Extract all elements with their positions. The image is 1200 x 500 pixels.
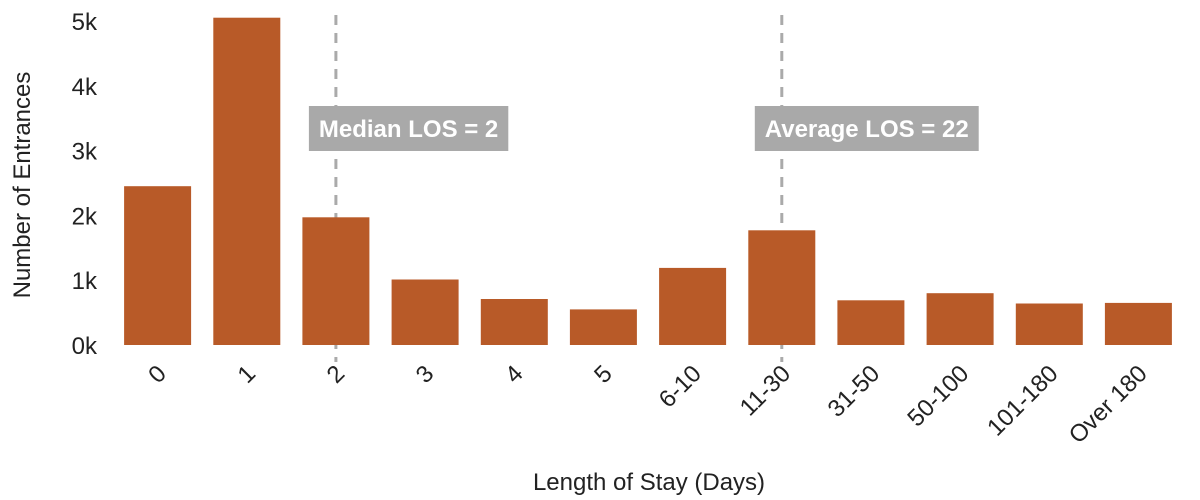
x-tick-label: 1 — [233, 360, 262, 389]
y-tick-label: 3k — [72, 139, 98, 166]
annotation-box — [308, 106, 509, 151]
bars — [124, 17, 1172, 345]
y-axis-ticks: 0k 1k 2k 3k 4k 5k — [72, 9, 98, 360]
bar-5 — [569, 309, 637, 345]
x-tick-label: Over 180 — [1064, 360, 1153, 449]
x-tick-label: 2 — [322, 360, 351, 389]
x-tick-label: 0 — [143, 360, 172, 389]
bar-101-180 — [1015, 303, 1083, 345]
bar-over-180 — [1104, 302, 1172, 345]
annotation-box — [754, 106, 979, 151]
bar-11-30 — [748, 230, 816, 345]
x-tick-label: 50-100 — [902, 360, 974, 432]
y-tick-label: 2k — [72, 203, 98, 230]
bar-3 — [391, 279, 459, 345]
y-axis-title: Number of Entrances — [9, 72, 36, 299]
x-tick-label: 11-30 — [735, 360, 796, 421]
annotation-text: Median LOS = 2 — [319, 116, 498, 143]
bar-6-10 — [659, 267, 727, 345]
annotation-label: Average LOS = 22 — [754, 106, 979, 151]
y-tick-label: 1k — [72, 268, 98, 295]
bar-50-100 — [926, 293, 994, 345]
annotation-label: Median LOS = 2 — [308, 106, 509, 151]
x-axis-title: Length of Stay (Days) — [533, 469, 765, 496]
x-tick-label: 4 — [500, 360, 529, 389]
x-axis-ticks: 0 1 2 3 4 5 6-10 11-30 31-50 50-100 101-180 Over 18… — [143, 360, 1152, 449]
y-tick-label: 4k — [72, 74, 98, 101]
x-tick-label: 101-180 — [982, 360, 1063, 441]
y-tick-label: 0k — [72, 333, 98, 360]
x-tick-label: 5 — [589, 360, 618, 389]
bar-1 — [213, 17, 281, 345]
bar-31-50 — [837, 300, 905, 345]
bar-2 — [302, 217, 370, 345]
annotations: Median LOS = 2 Average LOS = 22 — [308, 106, 979, 151]
y-tick-label: 5k — [72, 9, 98, 36]
x-tick-label: 6-10 — [654, 360, 707, 413]
bar-0 — [124, 186, 192, 345]
bar-4 — [480, 299, 548, 345]
x-tick-label: 3 — [411, 360, 440, 389]
annotation-text: Average LOS = 22 — [765, 116, 969, 143]
x-tick-label: 31-50 — [823, 360, 886, 423]
